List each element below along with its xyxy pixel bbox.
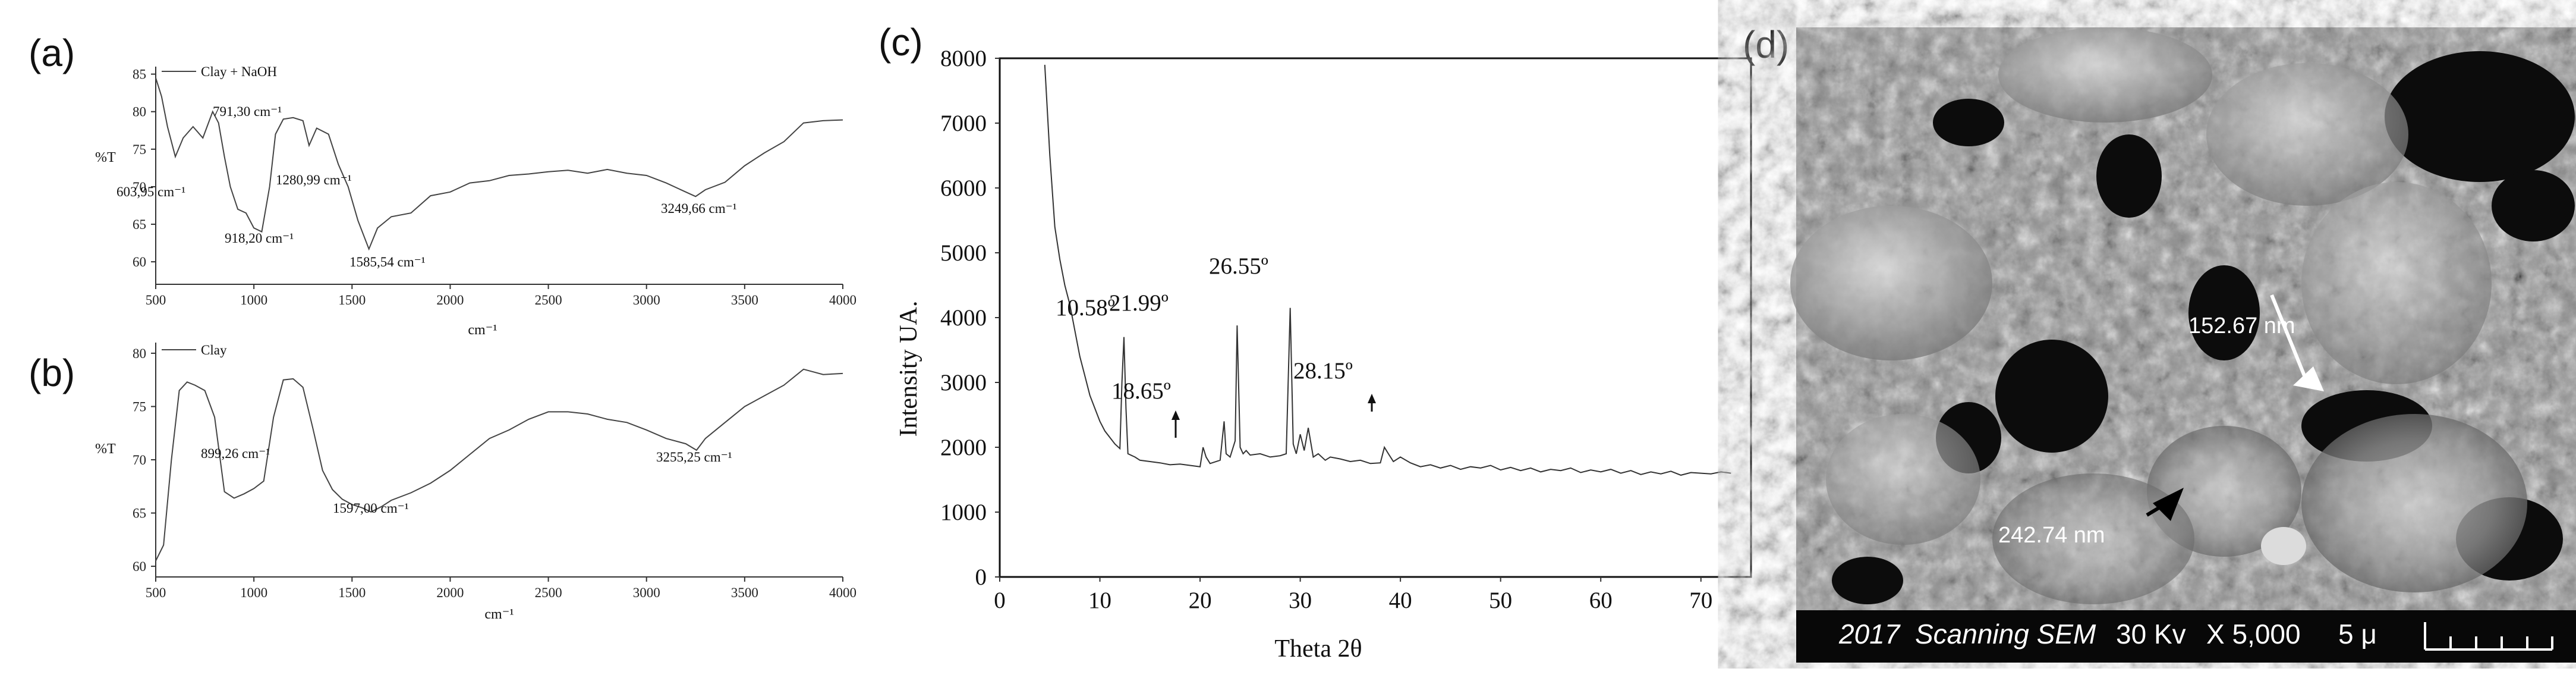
chart-a-annotation-604: 603,95 cm⁻¹ <box>116 184 185 199</box>
sem-label-242: 242.74 nm <box>1998 523 2105 548</box>
chart-b-ylabel: %T <box>95 441 116 457</box>
chart-c-xtick-label: 0 <box>994 588 1006 613</box>
chart-b-xtick-label: 4000 <box>829 585 856 600</box>
chart-a-xtick-label: 1500 <box>338 293 366 308</box>
chart-b-xlabel: cm⁻¹ <box>484 607 514 622</box>
chart-a-xtick-label: 4000 <box>829 293 856 308</box>
chart-c-ytick-label: 1000 <box>940 500 987 525</box>
chart-c-ytick-label: 6000 <box>940 175 987 201</box>
chart-a-annotation-791: 791,30 cm⁻¹ <box>213 104 282 119</box>
sem-info-bar <box>1796 610 2576 663</box>
chart-a-ytick-label: 75 <box>133 142 146 157</box>
chart-c-xtick-label: 70 <box>1689 588 1712 613</box>
chart-a-xtick-label: 2500 <box>535 293 562 308</box>
chart-b-xtick-label: 500 <box>146 585 166 600</box>
sem-info-magnification: X 5,000 <box>2206 619 2301 650</box>
chart-c-annotation-2815: 28.15º <box>1293 358 1353 384</box>
chart-a-series-line <box>155 77 843 251</box>
sem-info-voltage: 30 Kv <box>2116 619 2186 650</box>
chart-a-xlabel: cm⁻¹ <box>468 322 497 338</box>
panel-label-c: (c) <box>878 21 923 64</box>
chart-c-xtick-label: 30 <box>1289 588 1312 613</box>
chart-b-annotation-1597: 1597,00 cm⁻¹ <box>333 501 409 516</box>
chart-c-arrow-2815 <box>1368 394 1376 412</box>
chart-c-annotation-2199: 21.99º <box>1109 290 1169 316</box>
chart-b-xtick-label: 2000 <box>436 585 464 600</box>
chart-c-annotation-2655: 26.55º <box>1209 253 1268 279</box>
sem-info-mode: Scanning SEM <box>1915 619 2096 650</box>
chart-b-ticks: 500 1000 1500 2000 2500 3000 3500 4000 60 65 70 75 8… <box>133 346 856 600</box>
chart-b-annotation-899: 899,26 cm⁻¹ <box>201 446 270 461</box>
chart-c-xtick-label: 60 <box>1589 588 1613 613</box>
chart-a-xtick-label: 500 <box>146 293 166 308</box>
chart-c-ytick-label: 0 <box>975 564 987 590</box>
panel-label-b: (b) <box>29 352 75 394</box>
chart-a-ylabel: %T <box>95 150 116 165</box>
chart-b-legend: Clay <box>201 343 227 357</box>
chart-c-ytick-label: 3000 <box>940 370 987 396</box>
chart-c-ylabel: Intensity UA. <box>895 301 922 437</box>
chart-a-ytick-label: 70 <box>133 180 146 194</box>
sem-scale-bar <box>2424 622 2553 651</box>
chart-b-xtick-label: 1000 <box>240 585 267 600</box>
panel-label-a: (a) <box>29 32 75 74</box>
chart-a-ytick-label: 80 <box>133 105 146 120</box>
chart-c-xtick-label: 10 <box>1088 588 1111 613</box>
chart-c-ytick-label: 8000 <box>940 46 987 71</box>
chart-b-xtick-label: 1500 <box>338 585 366 600</box>
chart-b-ytick-label: 75 <box>133 399 146 414</box>
chart-a-annotation-918: 918,20 cm⁻¹ <box>225 231 294 246</box>
chart-a-annotation-1281: 1280,99 cm⁻¹ <box>276 172 352 187</box>
sem-info-scale: 5 μ <box>2338 619 2377 650</box>
sem-arrow-white <box>2270 294 2324 391</box>
chart-b-ytick-label: 65 <box>133 506 146 521</box>
sem-micrograph: 152.67 nm 242.74 nm 2017 Scanning SEM 30… <box>1790 27 2576 663</box>
chart-c-arrow-1865 <box>1172 410 1180 438</box>
chart-b-ytick-label: 70 <box>133 453 146 467</box>
chart-a-annotation-1586: 1585,54 cm⁻¹ <box>349 255 426 269</box>
chart-c-ticks: 0 10 20 30 40 50 60 70 0 1000 2000 3000 4000 5000 6000… <box>940 46 1712 613</box>
chart-a-legend: Clay + NaOH <box>201 64 277 79</box>
chart-c-ytick-label: 7000 <box>940 111 987 136</box>
chart-c-ytick-label: 2000 <box>940 435 987 460</box>
chart-a-ytick-label: 60 <box>133 255 146 269</box>
sem-grains <box>1790 27 2527 604</box>
chart-b-annotation-3255: 3255,25 cm⁻¹ <box>656 450 732 465</box>
chart-a-xtick-label: 2000 <box>436 293 464 308</box>
chart-a-ytick-label: 65 <box>133 217 146 232</box>
chart-c-xtick-label: 50 <box>1489 588 1512 613</box>
chart-a-axes <box>155 67 843 285</box>
chart-c-xtick-label: 40 <box>1389 588 1412 613</box>
chart-a-ticks: 500 1000 1500 2000 2500 3000 3500 4000 60 65 70 75 8… <box>133 67 856 308</box>
chart-c-annotation-1865: 18.65º <box>1111 378 1171 404</box>
xrd-chart: 0 10 20 30 40 50 60 70 0 1000 2000 3000 4000 5000 6000… <box>895 46 1752 663</box>
chart-a-xtick-label: 3500 <box>731 293 758 308</box>
sem-arrow-black <box>2146 488 2184 521</box>
ftir-chart-clay: 500 1000 1500 2000 2500 3000 3500 4000 60 65 70 75 8… <box>95 343 856 622</box>
chart-a-ytick-label: 85 <box>133 67 146 82</box>
chart-a-xtick-label: 3000 <box>633 293 660 308</box>
chart-a-annotation-3250: 3249,66 cm⁻¹ <box>661 201 737 216</box>
chart-b-xtick-label: 2500 <box>535 585 562 600</box>
chart-b-xtick-label: 3000 <box>633 585 660 600</box>
chart-b-xtick-label: 3500 <box>731 585 758 600</box>
chart-c-series-line <box>1044 64 1731 476</box>
chart-b-ytick-label: 80 <box>133 346 146 361</box>
chart-c-xlabel: Theta 2θ <box>1274 635 1362 663</box>
chart-b-series-line <box>155 368 843 561</box>
sem-label-152: 152.67 nm <box>2188 313 2295 338</box>
chart-c-ytick-label: 5000 <box>940 240 987 266</box>
chart-c-ytick-label: 4000 <box>940 305 987 331</box>
chart-c-xtick-label: 20 <box>1189 588 1212 613</box>
chart-c-annotation-1058: 10.58º <box>1056 295 1115 321</box>
ftir-chart-clay-naoh: 500 1000 1500 2000 2500 3000 3500 4000 60 65 70 75 8… <box>95 64 856 338</box>
chart-a-xtick-label: 1000 <box>240 293 267 308</box>
chart-b-ytick-label: 60 <box>133 559 146 574</box>
sem-info-year: 2017 <box>1838 619 1901 650</box>
